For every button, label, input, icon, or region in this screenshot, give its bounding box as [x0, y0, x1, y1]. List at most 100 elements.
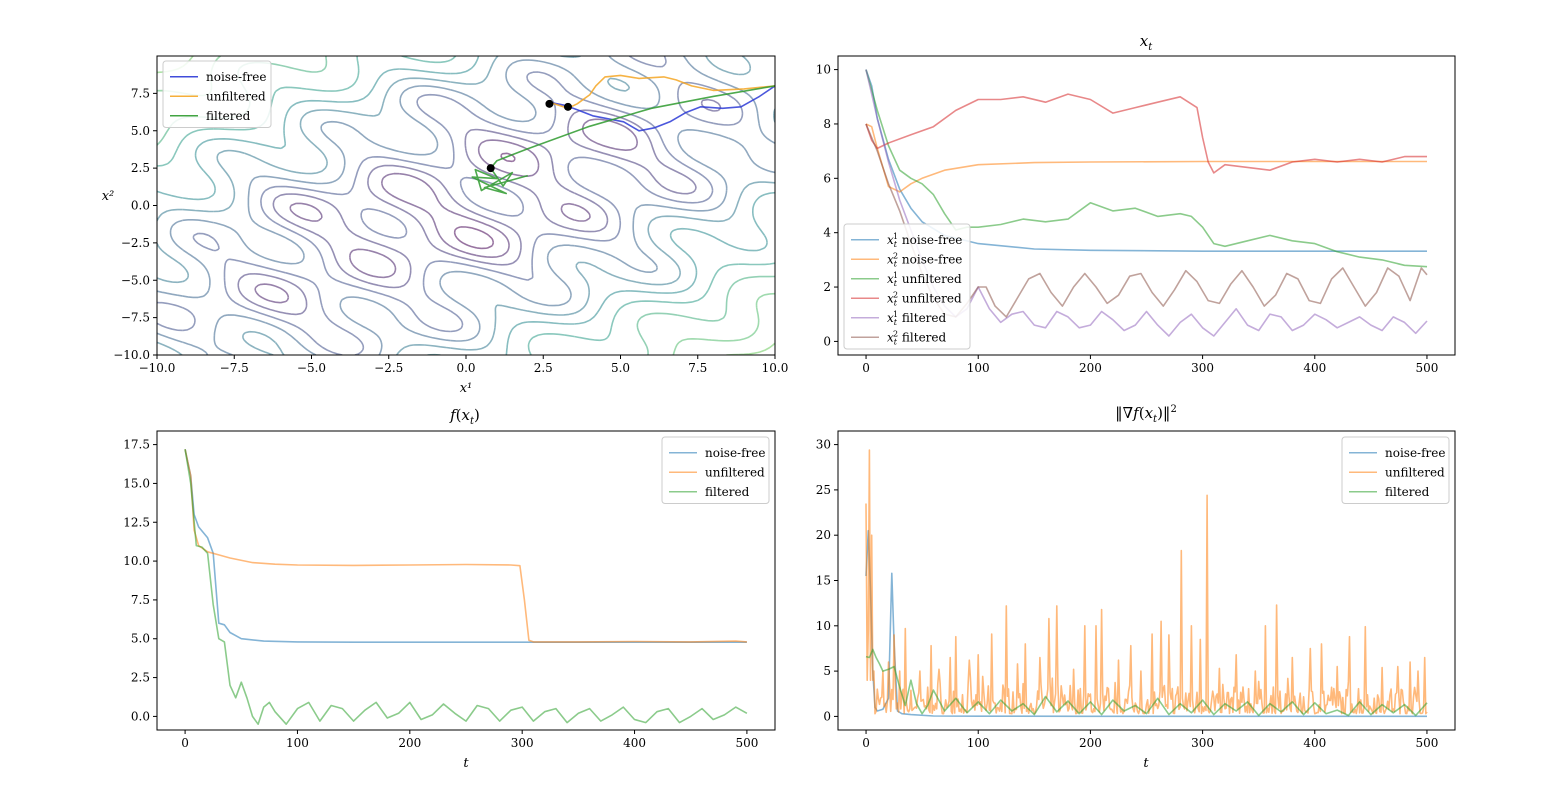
grad-xtick-label: 0	[862, 736, 870, 750]
contour-xtick-label: −10.0	[139, 361, 176, 375]
grad-line-filtered	[865, 648, 1428, 717]
fx-xtick-label: 100	[286, 736, 309, 750]
fx-line-noise-free	[184, 449, 747, 644]
xt-xtick-label: 500	[1416, 361, 1439, 375]
trajectory-noise-free	[549, 85, 775, 132]
grad-legend-box	[1341, 436, 1450, 504]
fx-xtick-label: 500	[735, 736, 758, 750]
fx-ytick-label: 0.0	[131, 709, 150, 723]
grad-line-unfiltered	[865, 449, 1428, 715]
contour-ytick-label: 7.5	[131, 86, 150, 100]
grad-xtick-label: 300	[1191, 736, 1214, 750]
contour-ytick-label: 5.0	[131, 124, 150, 138]
contour-xtick-label: 7.5	[688, 361, 707, 375]
grad-ytick-label: 25	[816, 483, 831, 497]
xt-xtick-label: 200	[1079, 361, 1102, 375]
contour-legend: noise-free unfiltered filtered	[162, 60, 272, 128]
contour-ytick-label: −2.5	[121, 236, 150, 250]
contour-legend-label: filtered	[206, 109, 251, 123]
grad-xtick-label: 100	[967, 736, 990, 750]
fx-xlabel: t	[463, 756, 469, 771]
xt-legend-label: xt2 filtered	[887, 329, 947, 346]
fx-ytick-label: 2.5	[131, 671, 150, 685]
xt-panel: xt 0 100 200 300 400 500 0 2 4 6 8 10 xt1 noise-fre…	[816, 32, 1456, 375]
contour-level	[157, 56, 775, 355]
fx-xtick-label: 400	[623, 736, 646, 750]
xt-line-x-t-2-unfiltered	[865, 93, 1427, 174]
fx-xtick-label: 200	[398, 736, 421, 750]
xt-legend-label: xt2 unfiltered	[887, 290, 962, 307]
grad-ytick-label: 15	[816, 574, 831, 588]
grad-legend-label: noise-free	[1385, 446, 1446, 460]
xt-legend-label: xt2 noise-free	[887, 251, 962, 268]
contour-xlabel: x¹	[460, 381, 473, 396]
grad-xtick-label: 500	[1416, 736, 1439, 750]
xt-ytick-label: 8	[823, 117, 831, 131]
contour-ytick-label: −5.0	[121, 273, 150, 287]
fx-ytick-label: 7.5	[131, 593, 150, 607]
contour-ytick-label: −7.5	[121, 311, 150, 325]
fx-title: f(xt)	[449, 406, 480, 427]
contour-xtick-label: 0.0	[456, 361, 475, 375]
xt-axes-frame	[837, 55, 1456, 356]
xt-ytick-label: 6	[823, 171, 831, 185]
contour-panel: −10.0 −7.5 −5.0 −2.5 0.0 2.5 5.0 7.5 10.0 −10.0 −7…	[102, 55, 788, 396]
grad-panel: ‖∇f(xt)‖2 0 100 200 300 400 500 0 5 10 15 20 25 30 t…	[816, 404, 1456, 771]
grad-ytick-label: 30	[816, 438, 831, 452]
grad-legend: noise-free unfiltered filtered	[1341, 436, 1450, 504]
endpoint-marker	[563, 102, 572, 111]
grad-title: ‖∇f(xt)‖2	[1115, 404, 1177, 425]
grad-ytick-label: 5	[823, 664, 831, 678]
contour-level	[453, 152, 516, 250]
fx-axes-frame	[156, 430, 776, 731]
fx-panel: f(xt) 0 100 200 300 400 500 0.0 2.5 5.0 7.5 10.0 12…	[123, 406, 776, 771]
grad-xlabel: t	[1143, 756, 1149, 771]
xt-ytick-label: 2	[823, 280, 831, 294]
contour-ytick-label: 2.5	[131, 161, 150, 175]
endpoint-marker	[545, 99, 554, 108]
contour-legend-label: noise-free	[206, 70, 267, 84]
grad-xtick-label: 400	[1303, 736, 1326, 750]
contour-level	[157, 56, 775, 355]
contour-level	[254, 118, 638, 304]
grad-ytick-label: 0	[823, 709, 831, 723]
contour-xtick-label: −7.5	[220, 361, 249, 375]
fx-line-filtered	[184, 449, 748, 726]
xt-legend-label: xt1 noise-free	[887, 232, 962, 249]
xt-legend: xt1 noise-free xt2 noise-free xt1 unfilter…	[843, 223, 971, 350]
contour-legend-box	[162, 60, 272, 128]
fx-ytick-label: 17.5	[123, 438, 150, 452]
grad-ticks: 0 100 200 300 400 500 0 5 10 15 20 25 30	[816, 438, 1439, 750]
fx-legend-label: noise-free	[705, 446, 766, 460]
trajectory-paths	[471, 74, 775, 195]
fx-ytick-label: 10.0	[123, 554, 150, 568]
contour-xtick-label: −5.0	[297, 361, 326, 375]
xt-ytick-label: 0	[823, 334, 831, 348]
xt-xtick-label: 0	[862, 361, 870, 375]
fx-lines	[184, 449, 748, 726]
xt-ticks: 0 100 200 300 400 500 0 2 4 6 8 10	[816, 63, 1439, 375]
grad-xtick-label: 200	[1079, 736, 1102, 750]
endpoint-marker	[486, 164, 495, 173]
grad-ytick-label: 20	[816, 528, 831, 542]
contour-ylabel: x²	[102, 189, 115, 204]
fx-legend: noise-free unfiltered filtered	[661, 436, 770, 504]
fx-legend-box	[661, 436, 770, 504]
grad-legend-label: unfiltered	[1385, 465, 1445, 479]
contour-legend-label: unfiltered	[206, 89, 266, 103]
grad-lines	[865, 449, 1428, 718]
xt-ytick-label: 10	[816, 63, 831, 77]
contour-xtick-label: 5.0	[611, 361, 630, 375]
contour-level	[157, 56, 744, 355]
xt-line-x-t-1-unfiltered	[865, 69, 1428, 268]
xt-legend-label: xt1 filtered	[887, 310, 947, 327]
contour-ticks: −10.0 −7.5 −5.0 −2.5 0.0 2.5 5.0 7.5 10.0 −10.0 −7…	[113, 86, 788, 375]
xt-xtick-label: 300	[1191, 361, 1214, 375]
fx-legend-label: filtered	[705, 485, 750, 499]
fx-legend-label: unfiltered	[705, 465, 765, 479]
grad-ytick-label: 10	[816, 619, 831, 633]
xt-xtick-label: 400	[1303, 361, 1326, 375]
grad-legend-label: filtered	[1385, 485, 1430, 499]
